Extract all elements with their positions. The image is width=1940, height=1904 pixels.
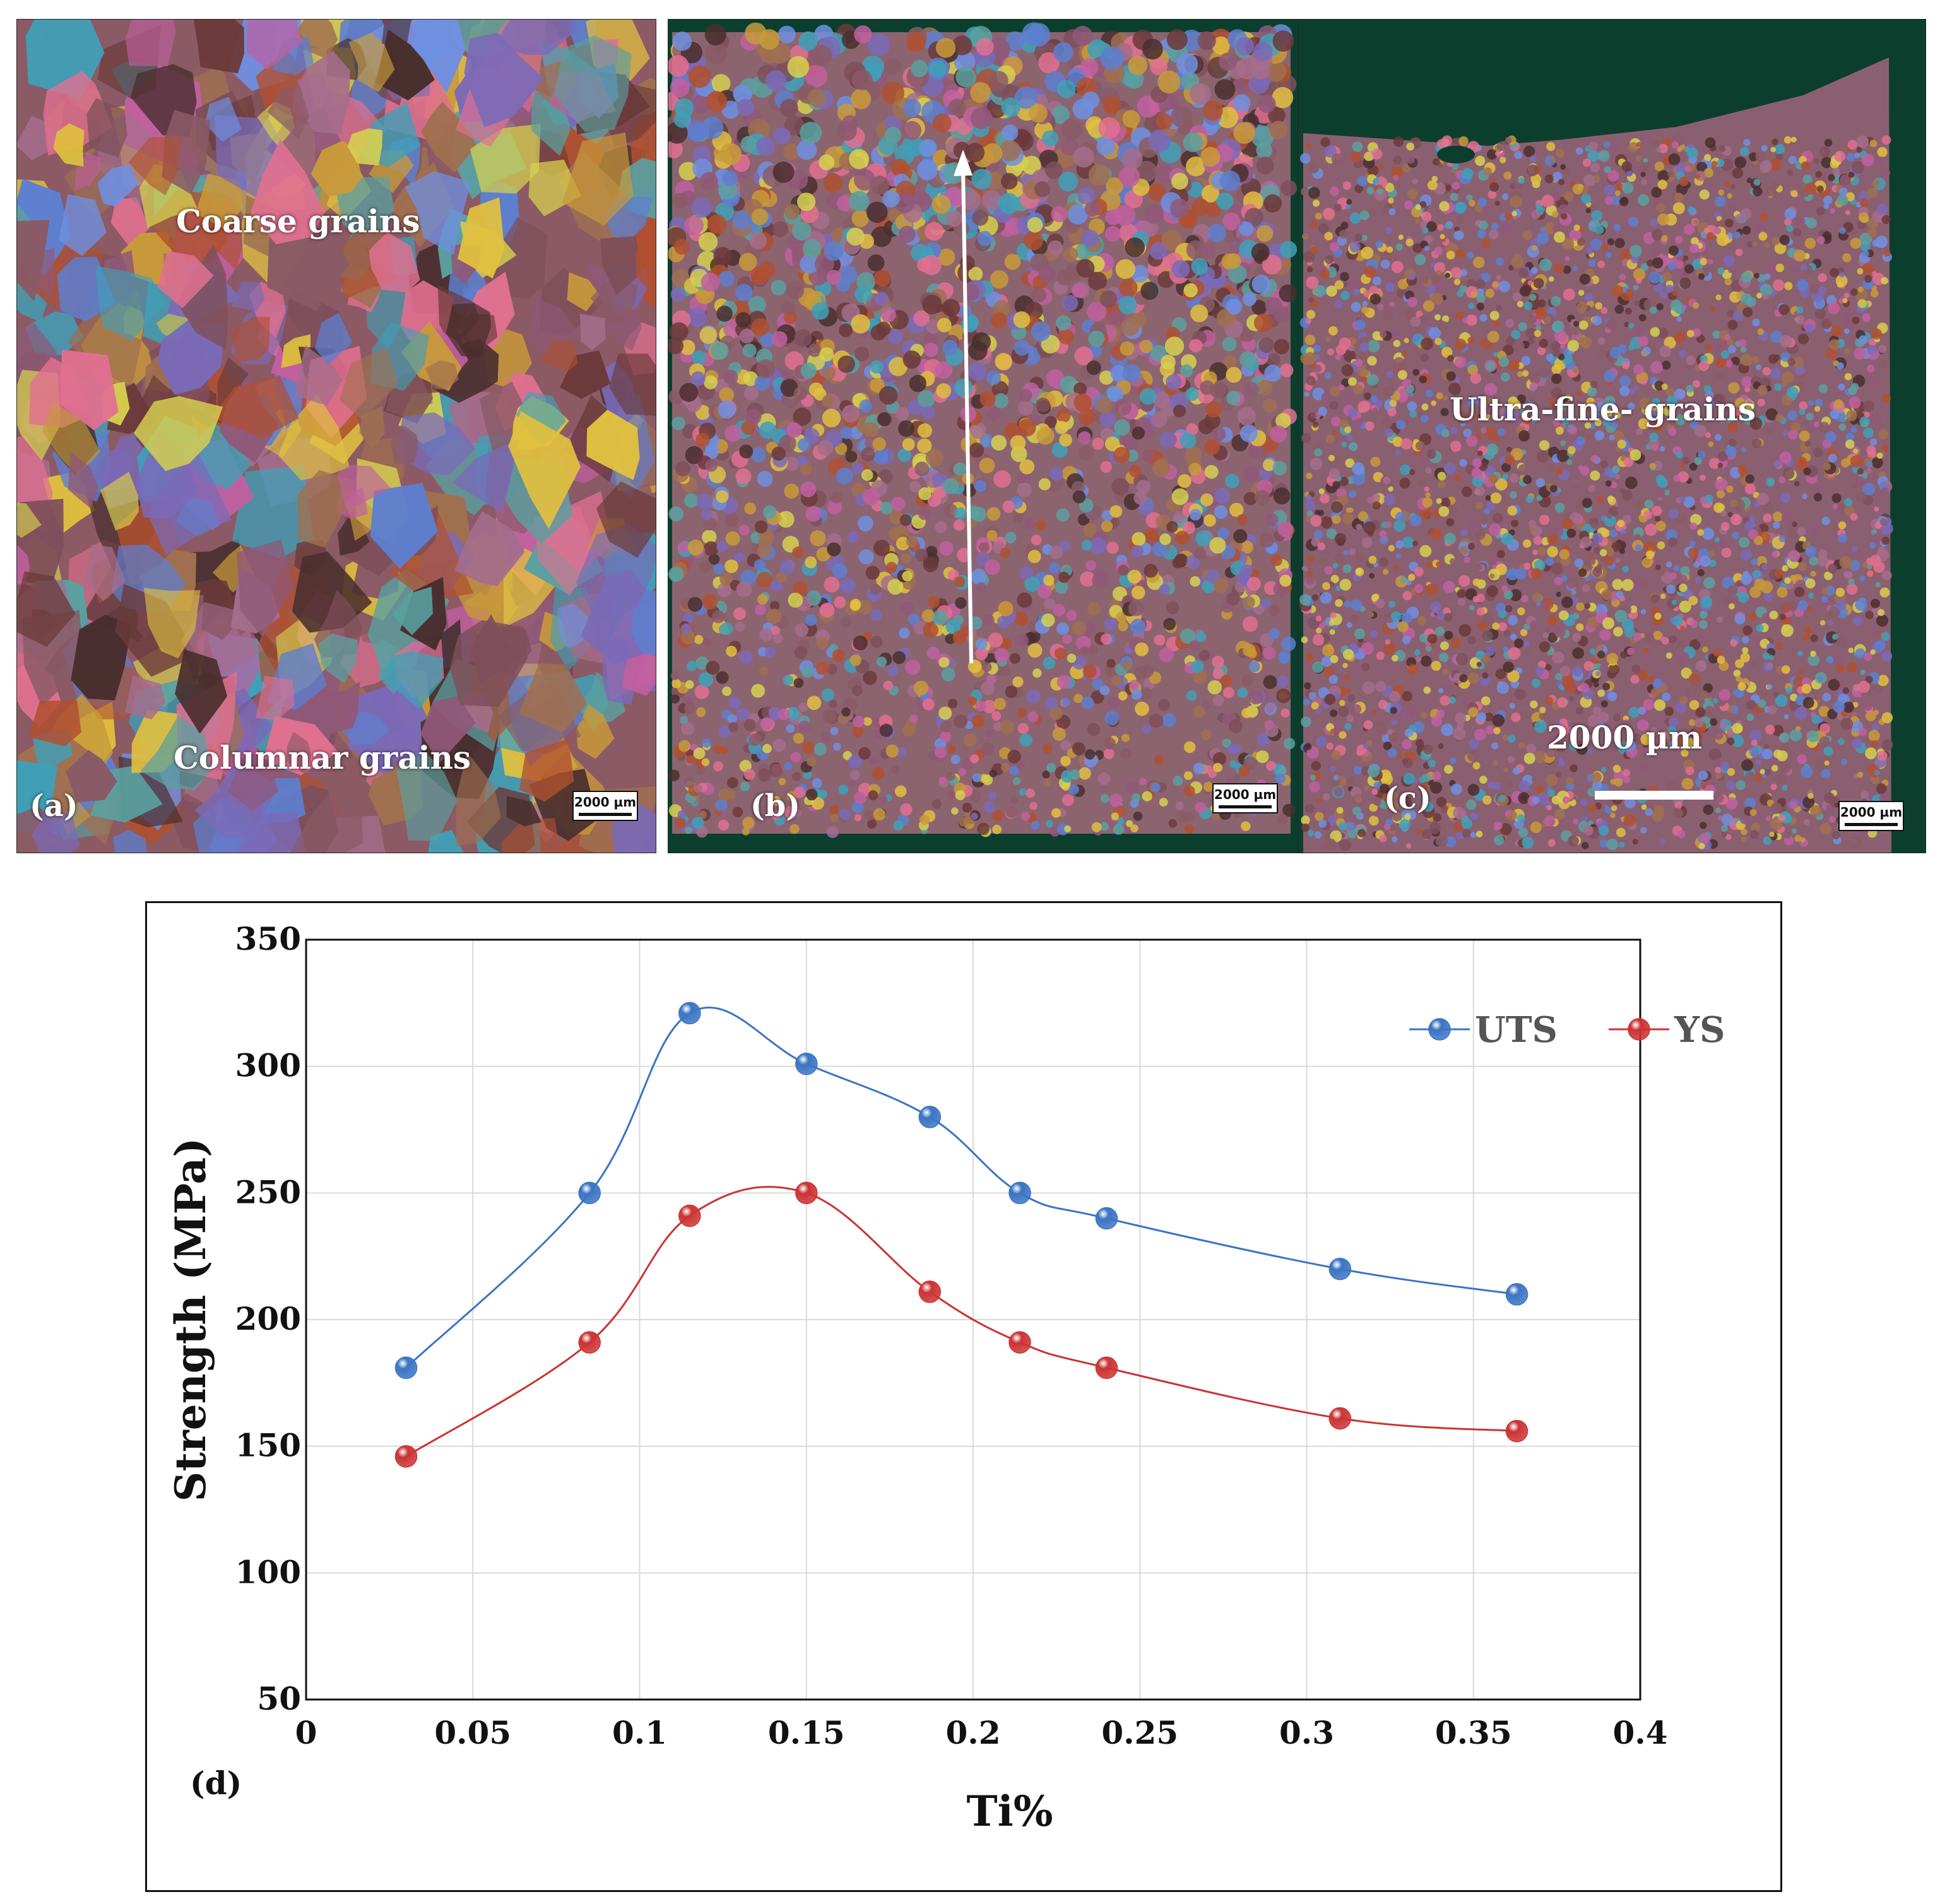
x-axis-title: Ti% (967, 1787, 1053, 1836)
micrograph-a: Coarse grains Columnar grains (a) 2000 µ… (16, 19, 656, 853)
coarse-grains-label: Coarse grains (176, 203, 420, 240)
panel-tag-b: (b) (750, 788, 800, 824)
y-tick-label: 50 (257, 1680, 301, 1717)
micrograph-c: Ultra-fine- grains 2000 µm (c) 2000 µm (1298, 19, 1926, 853)
x-tick-label: 0.1 (612, 1714, 667, 1751)
data-point-ys (1505, 1419, 1529, 1443)
x-tick-label: 0.25 (1101, 1714, 1178, 1751)
panel-tag-c: (c) (1384, 781, 1431, 816)
data-point-uts (1328, 1257, 1352, 1280)
micrograph-b: (b) 2000 µm (668, 19, 1300, 853)
columnar-grains-label: Columnar grains (174, 739, 471, 776)
scale-bar-a: 2000 µm (572, 791, 638, 821)
y-tick-label: 250 (235, 1173, 301, 1210)
y-tick-label: 300 (235, 1047, 301, 1084)
series-line-ys (405, 1186, 1517, 1457)
series-line-uts (405, 1007, 1517, 1369)
scale-bar-b: 2000 µm (1212, 783, 1278, 813)
x-tick-label: 0.4 (1613, 1714, 1668, 1751)
legend-label-ys: YS (1674, 1009, 1725, 1051)
x-tick-label: 0.3 (1279, 1714, 1334, 1751)
data-point-uts (1008, 1181, 1031, 1205)
data-point-uts (795, 1052, 818, 1075)
x-tick-label: 0.2 (946, 1714, 1001, 1751)
ultra-fine-grains-label: Ultra-fine- grains (1450, 391, 1756, 428)
micrograph-b-texture (668, 20, 1299, 853)
x-tick-label: 0.15 (768, 1714, 845, 1751)
legend-marker-uts (1428, 1018, 1451, 1041)
data-point-uts (1095, 1207, 1118, 1230)
data-point-uts (678, 1002, 701, 1025)
y-axis-title: Strength (MPa) (166, 1138, 215, 1502)
y-tick-label: 150 (235, 1427, 301, 1464)
strength-chart: 0 0.05 0.1 0.15 0.2 0.25 0.3 0.35 0.4 50 100 150 200… (145, 901, 1782, 1892)
data-point-ys (918, 1280, 942, 1303)
legend-label-uts: UTS (1475, 1009, 1558, 1051)
x-tick-label: 0.35 (1435, 1714, 1512, 1751)
data-point-ys (678, 1204, 701, 1227)
strength-chart-svg: 0 0.05 0.1 0.15 0.2 0.25 0.3 0.35 0.4 50 100 150 200… (166, 920, 1725, 1836)
data-point-uts (1505, 1283, 1529, 1306)
data-point-ys (394, 1445, 418, 1468)
y-tick-label: 100 (235, 1553, 301, 1590)
micrograph-c-texture (1298, 20, 1925, 853)
data-point-uts (578, 1181, 601, 1205)
micrograph-a-texture (17, 20, 656, 853)
panel-tag-d: (d) (190, 1765, 242, 1802)
data-point-uts (918, 1106, 942, 1128)
growth-direction-arrow (954, 150, 973, 664)
data-point-ys (795, 1181, 818, 1205)
data-point-uts (394, 1356, 418, 1380)
data-point-ys (1095, 1356, 1118, 1380)
data-point-ys (1008, 1331, 1031, 1354)
data-point-ys (1328, 1407, 1352, 1430)
scale-bar-c: 2000 µm (1838, 801, 1904, 831)
y-tick-label: 200 (235, 1300, 301, 1337)
x-tick-label: 0 (295, 1714, 317, 1751)
scale-bar-label-c: 2000 µm (1547, 719, 1703, 756)
panel-tag-a: (a) (30, 788, 78, 824)
x-tick-label: 0.05 (434, 1714, 511, 1751)
plot-area-border (305, 938, 1641, 1701)
y-tick-label: 350 (235, 920, 301, 957)
scale-bar-line-c (1595, 791, 1713, 800)
legend-marker-ys (1628, 1018, 1650, 1041)
data-point-ys (578, 1331, 601, 1354)
